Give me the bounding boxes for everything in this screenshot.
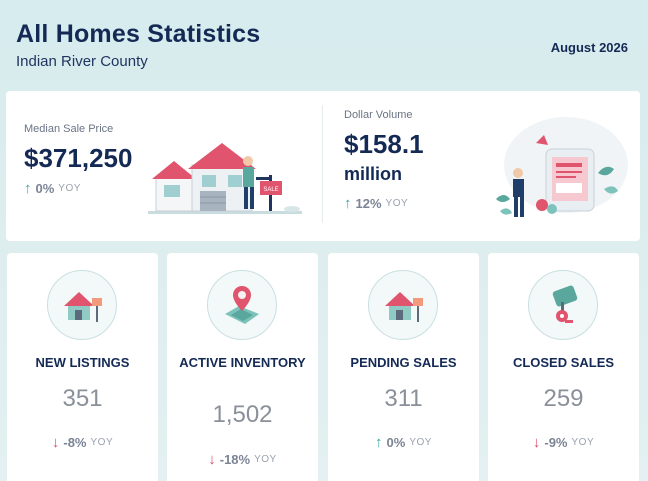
yoy-label: YOY [90,437,114,448]
volume-change: 12% [355,196,382,211]
svg-text:SALE: SALE [263,187,278,193]
metric-value: 311 [384,385,423,412]
yoy-label: YOY [58,183,81,194]
median-value: $371,250 [24,143,133,173]
median-change: 0% [35,181,55,196]
metric-icon-circle [47,270,117,340]
metric-yoy: ↑ 0% YOY [328,434,479,451]
median-yoy: ↑ 0% YOY [24,180,132,197]
house-sign-icon [385,292,423,322]
yoy-label: YOY [409,437,432,448]
report-date: August 2026 [550,40,628,55]
metric-icon-circle [207,270,277,340]
summary-card: Median Sale Price $371,250 ↑ 0% YOY SALE… [6,91,640,241]
arrow-up-icon: ↑ [344,195,352,212]
yoy-label: YOY [571,437,595,448]
median-label: Median Sale Price [24,123,114,135]
volume-yoy: ↑ 12% YOY [344,195,424,212]
yoy-label: YOY [254,454,277,465]
metric-yoy: ↓ -18% YOY [167,451,318,468]
house-for-sale-illustration: SALE [148,143,302,214]
metric-label: ACTIVE INVENTORY [179,355,306,370]
metric-card-active-inventory: ACTIVE INVENTORY 1,502 ↓ -18% YOY [167,253,318,481]
page-title: All Homes Statistics [16,20,261,48]
volume-label: Dollar Volume [344,109,413,121]
map-pin-icon [225,286,259,324]
metric-label: PENDING SALES [350,355,457,370]
arrow-down-icon: ↓ [208,451,216,468]
metric-change: 0% [386,435,406,450]
metric-change: -9% [544,435,568,450]
metric-card-closed-sales: CLOSED SALES 259 ↓ -9% YOY [488,253,639,481]
volume-value: $158.1 [344,129,424,159]
metric-yoy: ↓ -8% YOY [7,434,158,451]
metric-value: 1,502 [212,401,273,428]
key-icon [552,285,578,323]
arrow-down-icon: ↓ [51,434,60,451]
metric-icon-circle [528,270,598,340]
metric-change: -8% [63,435,87,450]
metric-label: NEW LISTINGS [35,355,130,370]
arrow-down-icon: ↓ [532,434,541,451]
metric-change: -18% [219,452,251,467]
metric-label: CLOSED SALES [512,355,615,370]
metric-value: 351 [62,385,103,412]
metric-yoy: ↓ -9% YOY [488,434,639,451]
median-sale-price: Median Sale Price $371,250 ↑ 0% YOY [24,123,132,197]
page-subtitle: Indian River County [16,53,148,70]
divider [322,105,323,223]
metric-value: 259 [543,385,584,412]
phone-payment-illustration [496,117,628,217]
volume-unit: million [344,164,402,184]
arrow-up-icon: ↑ [375,434,383,451]
metric-card-pending-sales: PENDING SALES 311 ↑ 0% YOY [328,253,479,481]
yoy-label: YOY [385,198,409,209]
metric-icon-circle [368,270,438,340]
metric-card-new-listings: NEW LISTINGS 351 ↓ -8% YOY [7,253,158,481]
arrow-up-icon: ↑ [24,180,32,197]
house-sign-icon [64,292,102,322]
header: All Homes Statistics Indian River County [16,20,260,70]
dollar-volume: Dollar Volume $158.1 million ↑ 12% YOY [344,109,424,212]
